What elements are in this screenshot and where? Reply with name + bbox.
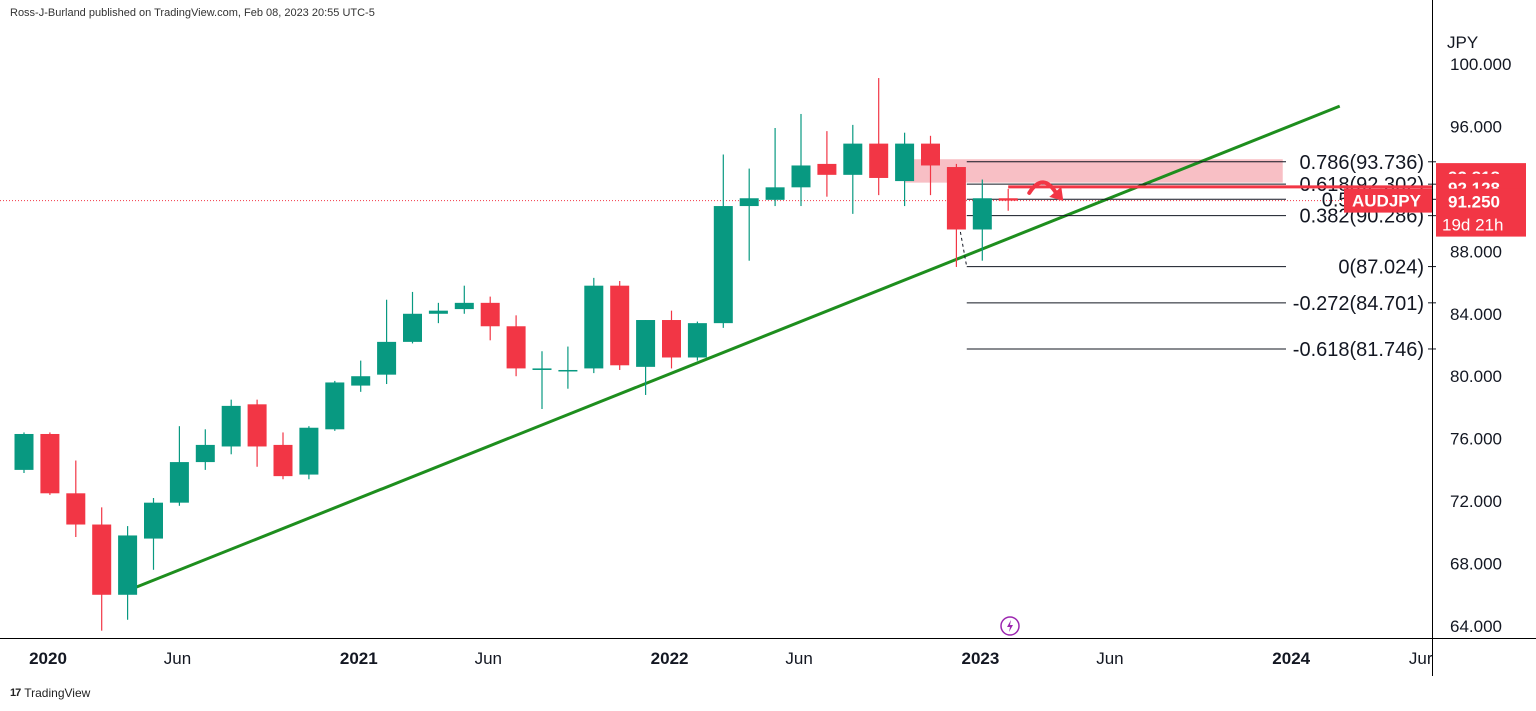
currency-label: JPY — [1447, 33, 1478, 52]
x-tick-label: 2020 — [29, 649, 67, 668]
publisher-credit: Ross-J-Burland published on TradingView.… — [10, 7, 375, 19]
footer-brand-label: TradingView — [24, 686, 91, 700]
lightning-icon — [1000, 616, 1020, 636]
x-tick-label: 2022 — [651, 649, 689, 668]
candle-body — [921, 143, 940, 166]
candle-body — [454, 302, 474, 310]
candle-body — [739, 198, 759, 207]
fib-label: 0(87.024) — [1338, 257, 1424, 279]
candle-body — [247, 404, 267, 447]
candle-body — [532, 368, 552, 370]
lightning-glyph-icon — [1007, 620, 1013, 632]
y-tick-label: 100.000 — [1450, 55, 1511, 74]
candle-body — [765, 187, 785, 200]
symbol-tag-label: AUDJPY — [1352, 192, 1422, 211]
x-tick-label: Jun — [785, 649, 812, 668]
candle-body — [66, 493, 86, 525]
fib-label: -0.618(81.746) — [1293, 339, 1424, 361]
fibonacci-layer: 0.786(93.736)0.618(92.302)0.5(91.333)0.3… — [948, 152, 1436, 361]
overlay-layer — [1000, 180, 1432, 636]
y-tick-label: 84.000 — [1450, 305, 1502, 324]
y-tick-label: 68.000 — [1450, 555, 1502, 574]
x-tick-label: 2023 — [961, 649, 999, 668]
candles-layer — [14, 78, 1018, 631]
candle-body — [946, 167, 966, 230]
candle-body — [40, 433, 60, 494]
y-tick-label: 80.000 — [1450, 367, 1502, 386]
x-tick-label: Jun — [164, 649, 191, 668]
candle-body — [791, 165, 811, 188]
candle-body — [558, 369, 578, 372]
fib-label: -0.272(84.701) — [1293, 293, 1424, 315]
y-tick-label: 88.000 — [1450, 242, 1502, 261]
x-tick-label: 2021 — [340, 649, 378, 668]
x-tick-label: 2024 — [1272, 649, 1310, 668]
candle-body — [610, 285, 630, 366]
candle-body — [972, 198, 992, 230]
candle-body — [428, 310, 448, 314]
candle-body — [713, 206, 733, 324]
y-tick-label: 76.000 — [1450, 430, 1502, 449]
resistance-zone-layer — [0, 159, 1432, 202]
candle-body — [377, 341, 397, 375]
candle-body — [325, 382, 345, 430]
candle-body — [299, 427, 319, 475]
candle-body — [169, 462, 189, 503]
candle-body — [895, 143, 915, 182]
x-tick-label: Jur — [1409, 649, 1433, 668]
candle-body — [506, 326, 526, 369]
countdown-label: 19d 21h — [1442, 216, 1503, 235]
candle-body — [403, 313, 422, 342]
resistance-zone — [904, 159, 1283, 183]
candle-body — [14, 433, 34, 470]
candle-body — [92, 524, 112, 595]
curved-arrow-icon — [1027, 180, 1060, 197]
trendline — [132, 104, 1341, 590]
candle-body — [195, 444, 215, 463]
y-tick-label: 72.000 — [1450, 492, 1502, 511]
candle-body — [144, 502, 163, 539]
candle-body — [636, 320, 656, 367]
candle-body — [662, 320, 681, 358]
arrow-head-icon — [1049, 186, 1064, 201]
x-tick-label: Jun — [1096, 649, 1123, 668]
tradingview-logo-icon: 17 — [10, 687, 21, 699]
y-tick-label: 96.000 — [1450, 117, 1502, 136]
trendline-layer — [132, 104, 1341, 590]
candle-body — [687, 323, 707, 358]
candle-body — [998, 198, 1018, 201]
symbol-tag — [1344, 188, 1432, 213]
candle-body — [584, 285, 604, 369]
candle-body — [118, 535, 138, 595]
candle-body — [480, 302, 500, 327]
footer-brand[interactable]: 17 TradingView — [10, 686, 90, 700]
candle-body — [843, 143, 863, 175]
candle-body — [351, 376, 371, 386]
current-price-label: 91.250 — [1448, 193, 1500, 212]
y-tick-label: 64.000 — [1450, 617, 1502, 636]
candle-body — [273, 444, 293, 477]
candle-body — [221, 405, 241, 447]
candle-body — [817, 163, 837, 175]
fib-label: 0.786(93.736) — [1299, 152, 1424, 174]
candle-body — [869, 143, 889, 178]
x-tick-label: Jun — [475, 649, 502, 668]
current-price-tag — [1436, 188, 1526, 237]
